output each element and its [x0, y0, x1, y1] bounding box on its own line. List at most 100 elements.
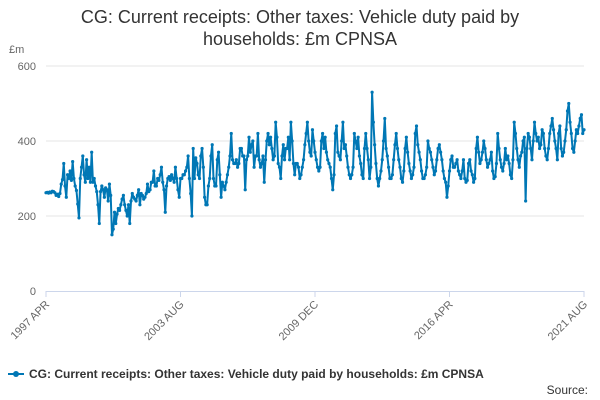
data-point	[62, 161, 66, 166]
data-point	[234, 158, 238, 162]
data-point	[347, 173, 351, 177]
data-point	[216, 150, 221, 154]
data-point	[138, 203, 142, 207]
data-point	[520, 150, 524, 154]
data-point	[271, 158, 275, 162]
data-point	[567, 101, 571, 106]
legend-label: CG: Current receipts: Other taxes: Vehic…	[29, 367, 484, 381]
data-point	[406, 150, 410, 154]
data-point	[392, 158, 396, 162]
data-point	[386, 165, 391, 169]
data-point	[107, 182, 112, 186]
data-point	[100, 184, 104, 188]
data-point	[126, 203, 131, 207]
data-point	[436, 146, 440, 151]
data-point	[375, 176, 379, 181]
data-point	[466, 161, 471, 166]
data-point	[404, 135, 408, 139]
data-point	[510, 176, 514, 181]
data-point	[162, 188, 166, 192]
data-point	[576, 131, 580, 136]
data-point	[503, 146, 507, 151]
data-point	[449, 158, 453, 162]
data-point	[432, 173, 436, 177]
data-point	[329, 176, 334, 181]
y-tick-label: 0	[30, 286, 36, 298]
data-point	[257, 158, 261, 162]
data-point	[395, 146, 400, 151]
data-point	[78, 176, 82, 181]
chart-title: CG: Current receipts: Other taxes: Vehic…	[0, 6, 600, 50]
data-point	[440, 158, 444, 162]
data-point	[189, 191, 193, 196]
data-point	[58, 191, 62, 196]
data-point	[360, 173, 364, 177]
data-point	[262, 180, 266, 184]
data-point	[400, 180, 405, 184]
legend[interactable]: CG: Current receipts: Other taxes: Vehic…	[8, 366, 484, 382]
data-point	[496, 131, 500, 136]
data-point	[313, 150, 317, 154]
data-point	[286, 135, 290, 139]
data-point	[318, 165, 322, 169]
data-point	[573, 139, 577, 143]
data-point	[384, 146, 388, 151]
data-point	[531, 139, 535, 143]
data-point	[289, 120, 293, 124]
data-point	[350, 173, 354, 177]
y-tick-label: 600	[18, 61, 36, 73]
data-point	[535, 139, 539, 143]
data-point	[399, 176, 403, 181]
data-point	[517, 165, 521, 169]
data-point	[222, 184, 226, 188]
data-point	[385, 154, 389, 158]
data-point	[95, 190, 99, 194]
data-point	[361, 176, 365, 181]
data-point	[474, 146, 478, 151]
data-point	[96, 203, 100, 207]
data-point	[470, 173, 474, 177]
data-point	[327, 161, 331, 166]
data-point	[209, 154, 213, 158]
data-point	[79, 165, 84, 169]
data-point	[194, 156, 198, 160]
data-point	[92, 176, 96, 181]
data-point	[435, 158, 439, 162]
x-tick-label: 2009 DEC	[277, 299, 321, 343]
data-point	[227, 165, 231, 169]
data-point	[125, 214, 129, 218]
data-point	[144, 191, 148, 196]
data-point	[342, 146, 346, 151]
data-point	[63, 184, 67, 188]
data-point	[364, 131, 368, 136]
data-point	[196, 173, 200, 177]
data-point	[483, 146, 487, 151]
data-point	[303, 143, 307, 147]
data-point	[323, 135, 327, 139]
data-point	[418, 158, 422, 162]
y-axis-label: £m	[9, 44, 24, 56]
data-point	[331, 188, 335, 192]
data-point	[203, 195, 207, 199]
data-point	[403, 146, 407, 151]
data-point	[484, 158, 488, 162]
data-point	[536, 135, 540, 139]
data-point	[450, 154, 454, 158]
data-point	[508, 173, 513, 177]
data-point	[357, 154, 362, 158]
data-point	[393, 143, 397, 147]
data-point	[371, 120, 375, 124]
data-point	[249, 143, 254, 147]
data-point	[211, 176, 216, 181]
data-point	[185, 165, 189, 169]
data-point	[53, 191, 57, 195]
data-point	[120, 197, 124, 201]
data-point	[497, 146, 501, 151]
data-point	[413, 131, 417, 136]
data-point	[473, 176, 477, 181]
y-tick-label: 400	[18, 136, 36, 148]
axes: 0 200 400 600 £m 1997 APR 2003 AUG 2009 DEC 2016…	[9, 44, 591, 343]
data-point	[91, 180, 95, 184]
data-point	[90, 150, 94, 154]
data-point	[441, 169, 445, 173]
